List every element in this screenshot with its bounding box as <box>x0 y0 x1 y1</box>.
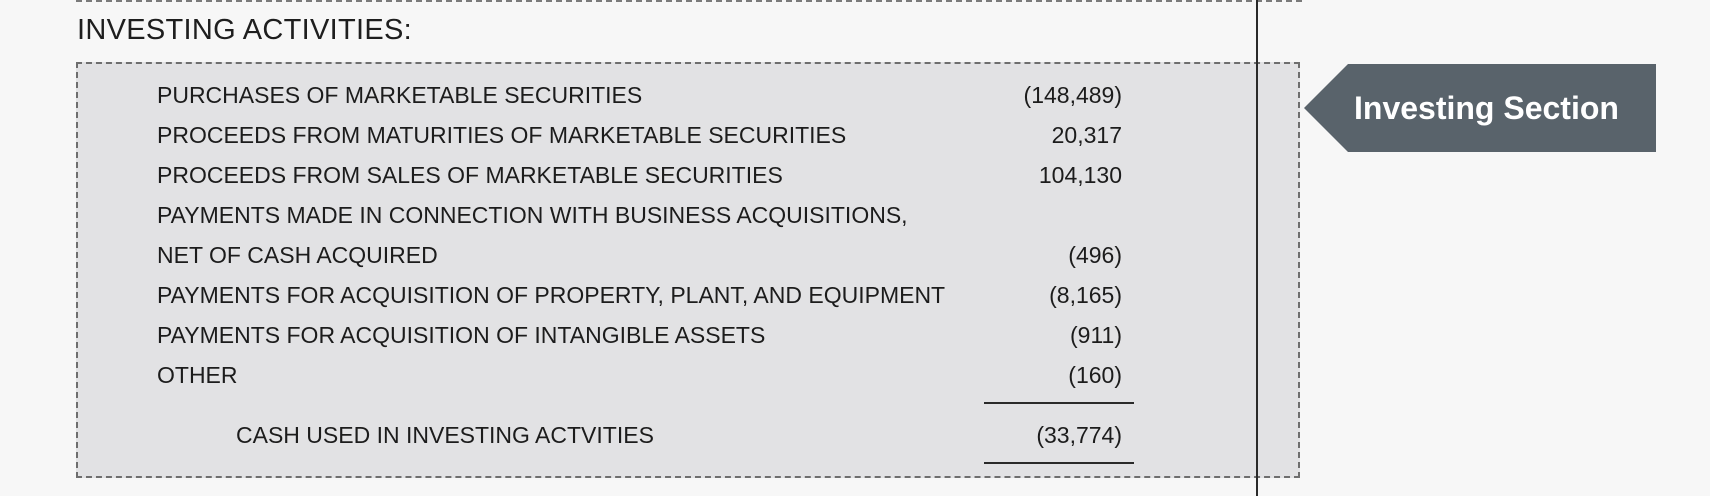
total-label: CASH USED IN INVESTING ACTVITIES <box>236 422 654 448</box>
line-item-value: (911) <box>1070 322 1122 348</box>
total-rule <box>984 462 1134 464</box>
vertical-divider <box>1256 0 1258 496</box>
line-item-label: PURCHASES OF MARKETABLE SECURITIES <box>157 82 643 108</box>
total-value: (33,774) <box>1036 422 1122 448</box>
investing-section-box <box>76 62 1300 478</box>
line-item-value: (148,489) <box>1023 82 1122 108</box>
line-item-value: (8,165) <box>1049 282 1122 308</box>
top-section-border <box>76 0 1302 2</box>
line-item-value: 104,130 <box>1038 162 1122 188</box>
line-item-label: PROCEEDS FROM MATURITIES OF MARKETABLE S… <box>157 122 847 148</box>
line-item-label: PAYMENTS MADE IN CONNECTION WITH BUSINES… <box>157 202 908 228</box>
section-heading: INVESTING ACTIVITIES: <box>77 14 413 46</box>
line-item-value: (496) <box>1068 242 1122 268</box>
callout-label: Investing Section <box>1354 90 1619 126</box>
line-item-value: 20,317 <box>1051 122 1122 148</box>
line-item-label: NET OF CASH ACQUIRED <box>157 242 438 268</box>
subtotal-rule <box>984 402 1134 404</box>
line-item-label: PROCEEDS FROM SALES OF MARKETABLE SECURI… <box>157 162 783 188</box>
callout-arrow-shape <box>1304 64 1656 152</box>
investing-section-callout: Investing Section <box>1304 64 1656 152</box>
line-item-label: PAYMENTS FOR ACQUISITION OF PROPERTY, PL… <box>157 282 946 308</box>
line-item-value: (160) <box>1068 362 1122 388</box>
line-item-label: PAYMENTS FOR ACQUISITION OF INTANGIBLE A… <box>157 322 766 348</box>
line-item-label: OTHER <box>157 362 238 388</box>
